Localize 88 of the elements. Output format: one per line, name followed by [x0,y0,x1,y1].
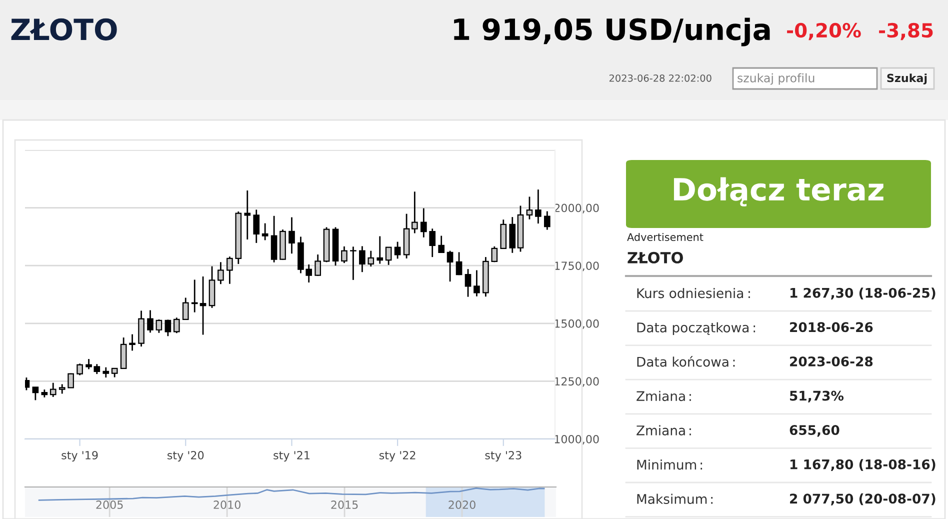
candlestick [200,276,206,336]
candlestick [68,372,74,389]
y-tick-label: 1750,00 [554,262,599,272]
y-tick-label: 1500,00 [554,319,599,329]
candlestick [262,222,268,241]
y-tick-label: 1000,00 [554,434,599,445]
text: 2018-06-26 [790,322,873,332]
text: 1 167,80 (18-08-16) [790,459,936,472]
candlestick [368,250,374,268]
text: : [690,394,691,401]
candlestick [376,236,384,264]
candlestick [288,216,295,254]
candlestick [350,246,356,281]
candlestick [394,241,401,260]
candlestick [253,208,260,244]
candlestick [314,254,321,277]
candlestick [270,215,278,264]
candlestick [446,250,454,282]
text: ZŁOTO [628,252,683,264]
candlestick [244,190,251,240]
x-tick-label: sty '21 [274,451,310,462]
candlestick [111,368,118,378]
text: : [748,291,750,298]
category-label: Zmiana [636,425,685,436]
x-tick-label: 2005 [96,500,123,509]
candlestick [32,386,39,401]
text: 2023-06-28 [790,356,873,366]
category-label: Minimum [637,459,696,470]
candlestick [76,362,83,376]
candlestick [420,208,427,238]
text: : [690,428,691,436]
candlestick [182,297,189,320]
chart-title: ZŁOTO [11,18,117,40]
text: 2 077,50 (20-08-07) [790,493,936,506]
y-tick-label: 2000,00 [554,204,599,214]
y-tick-label: 1250,00 [554,377,599,387]
text: szukaj profilu [738,73,814,85]
text: -0,20% [787,22,861,40]
candlestick [474,270,480,298]
candlestick [129,334,136,352]
candlestick [526,196,533,220]
text: -3,85 [879,22,933,40]
candlestick [438,235,445,254]
candlestick [385,246,392,266]
x-tick-label: sty '22 [379,451,416,462]
category-label: Kurs odniesienia [637,288,744,298]
text: : [711,496,713,504]
candlestick [509,216,516,254]
candlestick [429,228,436,258]
x-tick-label: sty '20 [168,451,204,462]
chart-subtitle: 1 919,05 USD/uncja [454,18,770,46]
text: 51,73% [790,390,844,402]
candlestick [359,245,366,273]
text: Szukaj [887,74,927,84]
text: Dołącz teraz [674,177,884,206]
text: : [754,325,756,332]
x-tick-label: sty '23 [485,451,522,462]
candlestick [173,316,180,334]
candlestick [218,261,224,285]
x-tick-label: 2015 [331,500,358,509]
text: 2023-06-28 22:02:00 [609,74,712,82]
candlestick [164,319,172,337]
candlestick [544,210,550,230]
x-tick-label: 2010 [214,500,240,509]
candlestick [50,382,56,398]
text: 655,60 [790,425,840,437]
text: : [733,360,735,367]
candlestick [341,246,348,264]
category-label: Maksimum [637,494,707,504]
category-label: Data końcowa [637,356,728,367]
category-label: Zmiana [636,390,685,402]
candlestick [191,279,198,313]
candlestick [226,256,233,285]
candlestick [412,190,418,234]
candlestick [464,268,472,298]
text: Advertisement [627,232,704,242]
candlestick [491,246,498,263]
candlestick [58,384,66,394]
category-label: Data początkowa [637,322,748,336]
text: 1 267,30 (18-06-25) [790,288,936,300]
candlestick [147,310,154,334]
text: : [700,462,702,470]
candlestick [102,366,110,378]
candlestick [156,318,162,334]
candlestick [535,188,542,224]
candlestick [456,251,462,276]
x-tick-label: 2020 [448,500,476,509]
x-tick-label: sty '19 [62,451,98,462]
